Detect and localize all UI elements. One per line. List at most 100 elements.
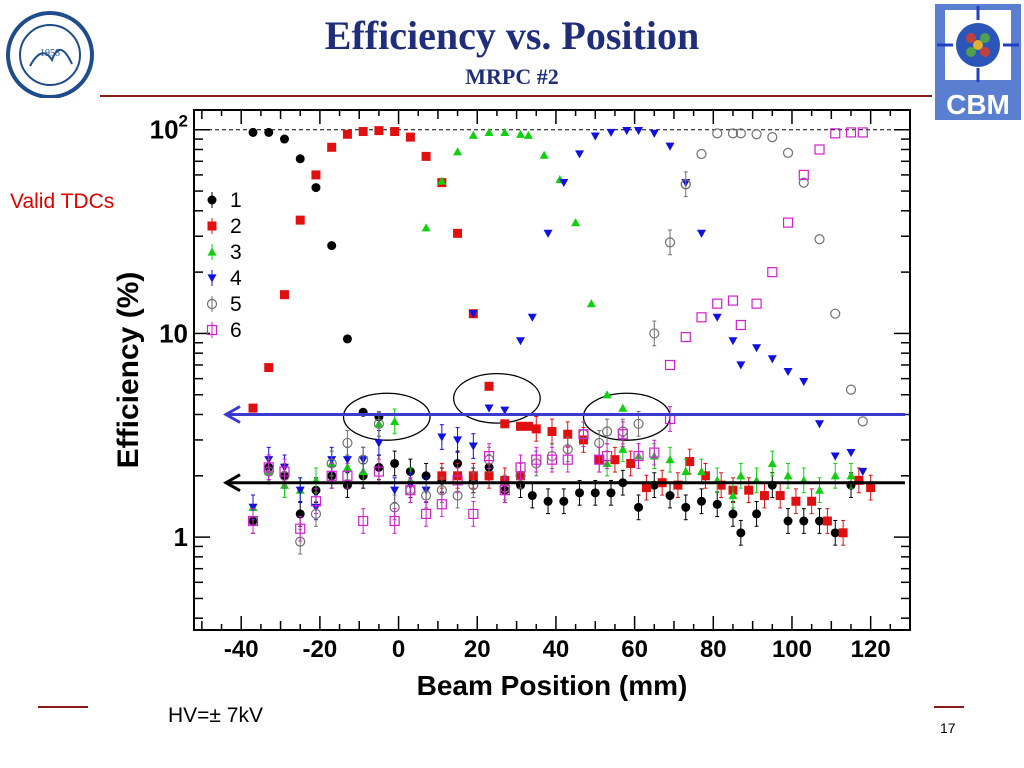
- x-tick-label: -40: [224, 636, 259, 663]
- data-point: [767, 267, 778, 278]
- data-point: [484, 127, 494, 137]
- x-tick-label: 120: [851, 636, 891, 663]
- data-point: [342, 129, 352, 139]
- data-point: [815, 420, 825, 429]
- legend-entry-1: 1: [207, 189, 242, 212]
- data-point: [845, 127, 857, 138]
- data-point: [735, 319, 746, 331]
- x-tick-label: 20: [464, 636, 491, 663]
- slide-title: Efficiency vs. Position: [324, 13, 700, 58]
- data-point: [649, 447, 660, 458]
- data-point: [798, 169, 809, 181]
- data-point: [845, 384, 857, 395]
- data-point: [735, 128, 746, 139]
- page-number: 17: [940, 720, 956, 736]
- data-point: [263, 462, 274, 473]
- data-point: [483, 450, 495, 462]
- data-point: [815, 485, 825, 494]
- data-point: [531, 454, 542, 465]
- data-point: [767, 458, 777, 468]
- data-point: [515, 462, 526, 473]
- legend-label: 4: [230, 267, 242, 290]
- legend-entry-4: 4: [207, 267, 242, 290]
- data-point: [626, 458, 636, 468]
- data-point: [594, 454, 605, 465]
- data-point: [830, 128, 841, 139]
- data-point: [838, 528, 848, 538]
- y-tick-label: 10: [159, 318, 188, 348]
- data-point: [523, 421, 533, 431]
- data-point: [264, 127, 274, 137]
- data-point: [575, 488, 585, 498]
- data-point: [744, 485, 754, 495]
- data-point: [752, 344, 762, 353]
- title-rule: [100, 95, 932, 97]
- data-point: [452, 475, 463, 486]
- data-point: [207, 274, 217, 283]
- data-point: [696, 312, 707, 323]
- arrow-head: [222, 405, 241, 424]
- data-point: [421, 223, 431, 232]
- data-point: [696, 148, 707, 160]
- data-point: [468, 310, 478, 319]
- data-point: [342, 334, 352, 344]
- data-point: [857, 127, 868, 138]
- data-point: [468, 480, 479, 491]
- data-point: [264, 363, 274, 373]
- data-point: [571, 218, 581, 227]
- data-point: [857, 416, 868, 427]
- data-point: [622, 127, 632, 136]
- data-point: [716, 480, 726, 490]
- data-point: [681, 466, 691, 476]
- axis-ticks: [194, 110, 911, 630]
- data-point: [830, 308, 841, 319]
- data-point: [590, 488, 600, 498]
- data-point: [405, 132, 415, 142]
- data-point: [665, 142, 675, 151]
- data-point: [727, 295, 739, 306]
- data-point: [712, 313, 722, 322]
- y-axis-label: Efficiency (%): [112, 272, 145, 469]
- data-point: [546, 454, 558, 465]
- data-point: [421, 151, 431, 161]
- data-point: [453, 228, 463, 238]
- data-point: [342, 470, 353, 481]
- data-point: [207, 195, 217, 205]
- arrow-head: [222, 473, 241, 493]
- legend-entry-5: 5: [206, 293, 242, 316]
- x-tick-labels: -40 -20 0 20 40 60 80 100 120: [224, 636, 891, 663]
- hv-label: HV=± 7kV: [168, 704, 263, 727]
- data-point: [791, 496, 801, 506]
- legend-entry-3: 3: [207, 241, 242, 264]
- cbm-logo: CBM: [935, 4, 1021, 120]
- legend-label: 1: [230, 189, 242, 212]
- data-point: [617, 429, 628, 440]
- data-point: [799, 378, 809, 387]
- data-point: [559, 179, 569, 188]
- data-point: [484, 381, 494, 391]
- data-point: [665, 491, 675, 501]
- data-point: [248, 127, 258, 137]
- ellipse-annotation: [452, 372, 541, 424]
- level-arrows: [222, 405, 905, 493]
- data-point: [799, 516, 809, 526]
- data-point: [468, 130, 478, 139]
- data-point: [700, 471, 710, 481]
- data-point: [618, 444, 628, 453]
- legend-label: 2: [230, 215, 242, 238]
- data-point: [673, 480, 683, 490]
- data-point: [858, 467, 868, 476]
- data-point: [390, 486, 400, 495]
- seal-year: 1958: [40, 48, 60, 59]
- data-point: [436, 499, 447, 510]
- data-point: [500, 419, 510, 429]
- data-point: [814, 234, 825, 245]
- data-point: [373, 466, 385, 477]
- data-point: [736, 528, 746, 538]
- data-point: [390, 416, 400, 425]
- data-point: [578, 429, 589, 440]
- data-point: [390, 127, 400, 137]
- data-point: [759, 491, 769, 501]
- data-point: [311, 170, 321, 180]
- data-markers: [247, 126, 876, 555]
